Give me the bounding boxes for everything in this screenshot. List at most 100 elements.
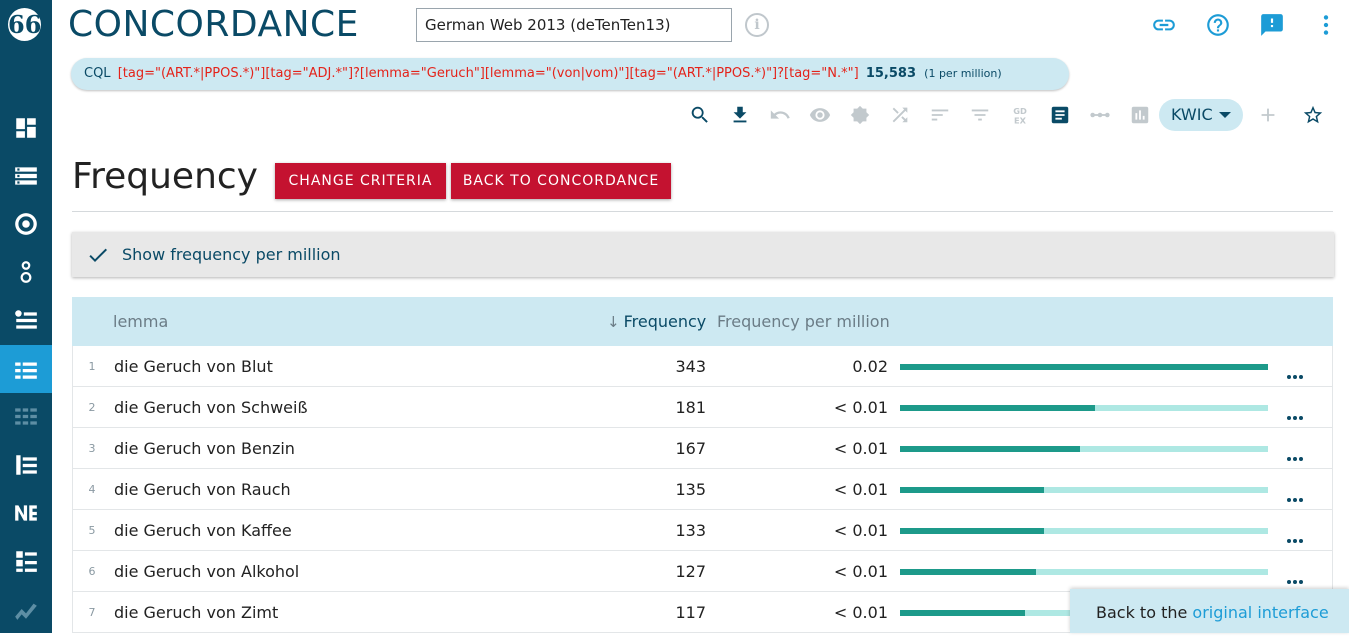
wordsketch-icon[interactable] [0,152,52,200]
row-lemma[interactable]: die Geruch von Zimt [114,603,279,622]
wordlist-icon[interactable] [0,296,52,344]
shuffle-icon[interactable] [888,103,912,127]
row-more-icon[interactable] [1287,569,1305,588]
table-row: 1 die Geruch von Blut 343 0.02 [72,346,1333,387]
sketch-engine-logo[interactable]: 66 [8,8,42,41]
help-icon[interactable] [1205,12,1231,42]
view-mode-label: KWIC [1171,105,1213,124]
search-icon[interactable] [688,103,712,127]
svg-text:EX: EX [1014,115,1027,125]
row-frequency: 343 [675,357,706,376]
text-types-icon[interactable] [1048,103,1072,127]
row-number: 4 [88,483,96,496]
row-frequency: 117 [675,603,706,622]
more-vert-icon[interactable] [1313,12,1339,42]
row-lemma[interactable]: die Geruch von Schweiß [114,398,308,417]
frequency-icon[interactable] [0,345,52,393]
change-criteria-button[interactable]: CHANGE CRITERIA [275,163,446,199]
add-icon[interactable] [1256,103,1280,127]
row-lemma[interactable]: die Geruch von Blut [114,357,273,376]
original-interface-link[interactable]: original interface [1192,603,1329,622]
row-number: 6 [88,565,96,578]
row-number: 2 [88,401,96,414]
row-number: 3 [88,442,96,455]
dashboard-icon[interactable] [0,104,52,152]
row-more-icon[interactable] [1287,446,1305,465]
back-to-original-banner: Back to the original interface [1070,589,1349,633]
chevron-down-icon [1219,112,1231,118]
trends-icon[interactable] [0,585,52,633]
row-lemma[interactable]: die Geruch von Alkohol [114,562,300,581]
row-number: 7 [88,606,96,619]
row-frequency-per-million: < 0.01 [833,398,888,417]
row-frequency-per-million: < 0.01 [833,521,888,540]
page-title: Frequency [72,156,258,197]
link-icon[interactable] [1151,12,1177,42]
gdex-icon[interactable]: GD EX [1008,103,1032,127]
star-icon[interactable] [1301,103,1325,127]
frequency-bar-fill [900,446,1081,452]
row-frequency-per-million: 0.02 [852,357,888,376]
terms-icon[interactable] [0,537,52,585]
row-frequency-per-million: < 0.01 [833,603,888,622]
row-frequency: 135 [675,480,706,499]
row-frequency-per-million: < 0.01 [833,439,888,458]
dots-icon[interactable] [1088,103,1112,127]
row-frequency-per-million: < 0.01 [833,480,888,499]
column-header-frequency[interactable]: ↓ Frequency [607,312,706,331]
sort-arrow-down-icon: ↓ [607,313,620,331]
hits-per-million: (1 per million) [924,67,1002,80]
row-number: 1 [88,360,96,373]
hit-count: 15,583 [865,66,917,81]
row-frequency: 167 [675,439,706,458]
show-freq-per-million-toggle[interactable]: Show frequency per million [72,232,1334,277]
table-row: 2 die Geruch von Schweiß 181 < 0.01 [72,387,1333,428]
table-row: 3 die Geruch von Benzin 167 < 0.01 [72,428,1333,469]
sidebar: 66 [0,0,52,633]
table-row: 5 die Geruch von Kaffee 133 < 0.01 [72,510,1333,551]
row-lemma[interactable]: die Geruch von Kaffee [114,521,292,540]
row-more-icon[interactable] [1287,405,1305,424]
frequency-bar-fill [900,528,1044,534]
row-lemma[interactable]: die Geruch von Benzin [114,439,295,458]
row-frequency: 127 [675,562,706,581]
corpus-selector[interactable]: German Web 2013 (deTenTen13) [416,8,732,42]
filter-icon[interactable] [968,103,992,127]
frequency-bar [900,364,1268,370]
row-lemma[interactable]: die Geruch von Rauch [114,480,291,499]
row-frequency-per-million: < 0.01 [833,562,888,581]
view-mode-select[interactable]: KWIC [1159,99,1243,131]
feedback-icon[interactable] [1259,12,1285,42]
back-to-concordance-button[interactable]: BACK TO CONCORDANCE [451,163,671,199]
row-more-icon[interactable] [1287,487,1305,506]
frequency-bar-fill [900,569,1037,575]
cql-query: [tag="(ART.*|PPOS.*)"][tag="ADJ.*"]?[lem… [117,66,859,81]
sort-icon[interactable] [928,103,952,127]
thesaurus-icon[interactable] [0,200,52,248]
divider [72,211,1333,212]
row-more-icon[interactable] [1287,364,1305,383]
keywords-icon[interactable] [0,393,52,441]
frequency-bar [900,487,1268,493]
query-summary[interactable]: CQL [tag="(ART.*|PPOS.*)"][tag="ADJ.*"]?… [71,58,1069,90]
table-row: 6 die Geruch von Alkohol 127 < 0.01 [72,551,1333,592]
column-header-frequency-per-million[interactable]: Frequency per million [717,312,890,331]
table-header: lemma ↓ Frequency Frequency per million [72,297,1333,346]
check-icon [86,243,110,271]
row-more-icon[interactable] [1287,528,1305,547]
info-icon[interactable]: i [745,13,769,37]
sketch-diff-icon[interactable] [0,248,52,296]
column-header-lemma[interactable]: lemma [113,312,169,331]
ngrams-icon[interactable] [0,441,52,489]
undo-icon[interactable] [768,103,792,127]
frequency-bar-fill [900,405,1096,411]
back-to-text: Back to the [1096,603,1193,622]
chart-icon[interactable] [1128,103,1152,127]
frequency-bar [900,405,1268,411]
badge-icon[interactable] [848,103,872,127]
ne-icon[interactable] [0,489,52,537]
view-icon[interactable] [808,103,832,127]
download-icon[interactable] [728,103,752,127]
frequency-bar-fill [900,487,1044,493]
row-frequency: 181 [675,398,706,417]
